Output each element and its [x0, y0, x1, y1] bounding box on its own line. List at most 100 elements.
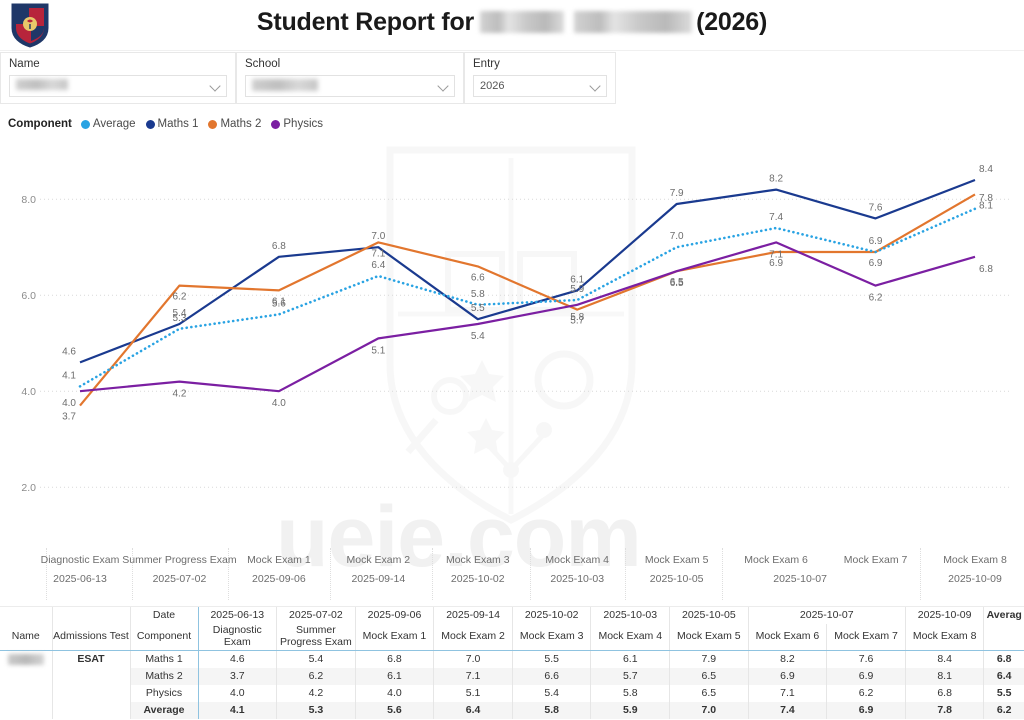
component-cell: Maths 1 — [129, 650, 198, 668]
point-label: 3.7 — [62, 412, 76, 423]
chevron-down-icon — [591, 82, 600, 91]
header-column-date: 2025-10-09 — [904, 607, 984, 624]
point-label: 6.6 — [471, 272, 485, 283]
filter-label-entry: Entry — [473, 58, 500, 70]
score-cell: 6.4 — [433, 701, 513, 719]
name-dropdown[interactable] — [9, 75, 227, 97]
point-label: 7.1 — [371, 248, 385, 259]
chart-series — [78, 178, 977, 407]
legend-label: Maths 1 — [157, 118, 199, 130]
filter-bar: Name School Entry 2026 — [0, 50, 1024, 105]
entry-dropdown[interactable]: 2026 — [473, 75, 607, 97]
header-component-label: Component — [129, 624, 198, 651]
point-label: 6.9 — [769, 258, 783, 269]
x-axis-separator — [46, 548, 47, 600]
chevron-down-icon — [211, 82, 220, 91]
admissions-test-cell: ESAT — [51, 650, 130, 719]
legend-dot-icon — [271, 119, 281, 129]
header-column-exam: Mock Exam 7 — [826, 624, 906, 651]
score-cell: 4.6 — [197, 650, 277, 668]
x-tick-date: 2025-09-06 — [252, 573, 306, 585]
legend-label: Physics — [283, 118, 323, 130]
header-column-date: 2025-06-13 — [197, 607, 277, 624]
legend-label: Maths 2 — [220, 118, 262, 130]
x-tick-name: Mock Exam 6 — [744, 554, 808, 566]
score-cell: 7.4 — [747, 701, 827, 719]
x-axis-separator — [432, 548, 433, 600]
row-average-cell: 6.2 — [983, 701, 1024, 719]
point-label: 6.8 — [979, 264, 993, 275]
point-label: 7.4 — [769, 212, 783, 223]
table-header-dates: Date 2025-06-13 2025-07-02 2025-09-06 2025-0… — [0, 607, 1024, 624]
x-axis-separator — [228, 548, 229, 600]
score-cell: 6.6 — [511, 667, 591, 685]
filter-card-school: School — [236, 52, 464, 104]
redacted-student-name — [7, 653, 44, 665]
point-label: 5.5 — [471, 303, 485, 314]
header-column-date: 2025-07-02 — [276, 607, 356, 624]
x-axis-separator — [722, 548, 723, 600]
x-tick-name: Mock Exam 8 — [943, 554, 1007, 566]
x-axis-tick: Mock Exam 2 2025-09-14 — [318, 554, 438, 586]
header-column-exam: Mock Exam 5 — [669, 624, 749, 651]
table-body: ESAT Maths 1 4.6 5.4 6.8 7.0 5.5 6.1 7.9 8.2 7.6 8.… — [0, 650, 1024, 719]
x-tick-name: Mock Exam 3 — [445, 554, 510, 566]
point-label: 6.5 — [670, 277, 684, 288]
table-row: Physics 4.0 4.2 4.0 5.1 5.4 5.8 6.5 7.1 6.2 6.8 5.5 — [0, 684, 1024, 702]
legend-item-physics[interactable]: Physics — [271, 118, 323, 130]
point-label: 8.4 — [979, 164, 993, 175]
school-dropdown[interactable] — [245, 75, 455, 97]
x-tick-date: 2025-10-05 — [649, 573, 704, 585]
score-cell: 5.3 — [276, 701, 356, 719]
series-line-maths-1 — [79, 178, 976, 364]
score-cell: 8.2 — [747, 650, 827, 668]
x-tick-date: 2025-10-02 — [450, 573, 505, 585]
point-label: 5.4 — [172, 308, 186, 319]
y-axis-tick-label: 4.0 — [21, 386, 36, 398]
redacted-first-name — [480, 11, 565, 33]
page-header: Student Report for (2026) — [0, 0, 1024, 50]
x-axis-tick: Mock Exam 3 2025-10-02 — [418, 554, 538, 586]
point-label: 7.1 — [769, 249, 783, 260]
point-label: 4.0 — [62, 398, 76, 409]
score-cell: 8.4 — [904, 650, 984, 668]
legend-item-average[interactable]: Average — [80, 118, 136, 130]
legend-item-maths-1[interactable]: Maths 1 — [145, 118, 199, 130]
point-label: 5.8 — [570, 312, 584, 323]
y-axis-tick-label: 6.0 — [21, 290, 36, 302]
chart-y-axis: 2.0 4.0 6.0 8.0 — [21, 194, 36, 494]
table-row: ESAT Maths 1 4.6 5.4 6.8 7.0 5.5 6.1 7.9 8.2 7.6 8.… — [0, 650, 1024, 719]
score-cell: 4.0 — [197, 684, 277, 702]
x-tick-name: Diagnostic Exam — [40, 554, 120, 566]
x-tick-name: Mock Exam 4 — [545, 554, 610, 566]
x-axis-separator — [625, 548, 626, 600]
row-average-cell: 6.8 — [983, 650, 1024, 668]
row-average-cell: 6.4 — [983, 667, 1024, 685]
header-average-blank — [983, 624, 1024, 651]
point-label: 4.0 — [272, 398, 286, 409]
score-cell: 5.7 — [590, 667, 670, 685]
header-column-date: 2025-10-05 — [669, 607, 749, 624]
student-name-cell — [0, 651, 52, 719]
school-crest-logo — [11, 3, 49, 48]
component-cell: Maths 2 — [129, 667, 198, 685]
x-tick-date: 2025-09-14 — [351, 573, 406, 585]
point-label: 6.4 — [371, 260, 385, 271]
point-label: 7.9 — [670, 188, 684, 199]
component-cell: Average — [129, 701, 198, 719]
header-column-exam: Mock Exam 2 — [433, 624, 513, 651]
table-corner-blank — [51, 607, 130, 624]
x-tick-name: Mock Exam 5 — [644, 554, 709, 566]
score-cell: 7.6 — [826, 650, 906, 668]
series-line-maths-2 — [79, 193, 976, 407]
score-cell: 7.1 — [747, 684, 827, 702]
score-cell: 5.8 — [511, 701, 591, 719]
header-column-exam: Mock Exam 3 — [511, 624, 591, 651]
score-cell: 6.5 — [669, 667, 749, 685]
legend-item-maths-2[interactable]: Maths 2 — [208, 118, 261, 130]
score-cell: 5.6 — [354, 701, 434, 719]
x-axis-tick: Mock Exam 4 2025-10-03 — [517, 554, 637, 586]
x-axis-tick: Mock Exam 7 — [816, 554, 936, 586]
header-name-label: Name — [0, 624, 52, 651]
score-cell: 5.4 — [511, 684, 591, 702]
